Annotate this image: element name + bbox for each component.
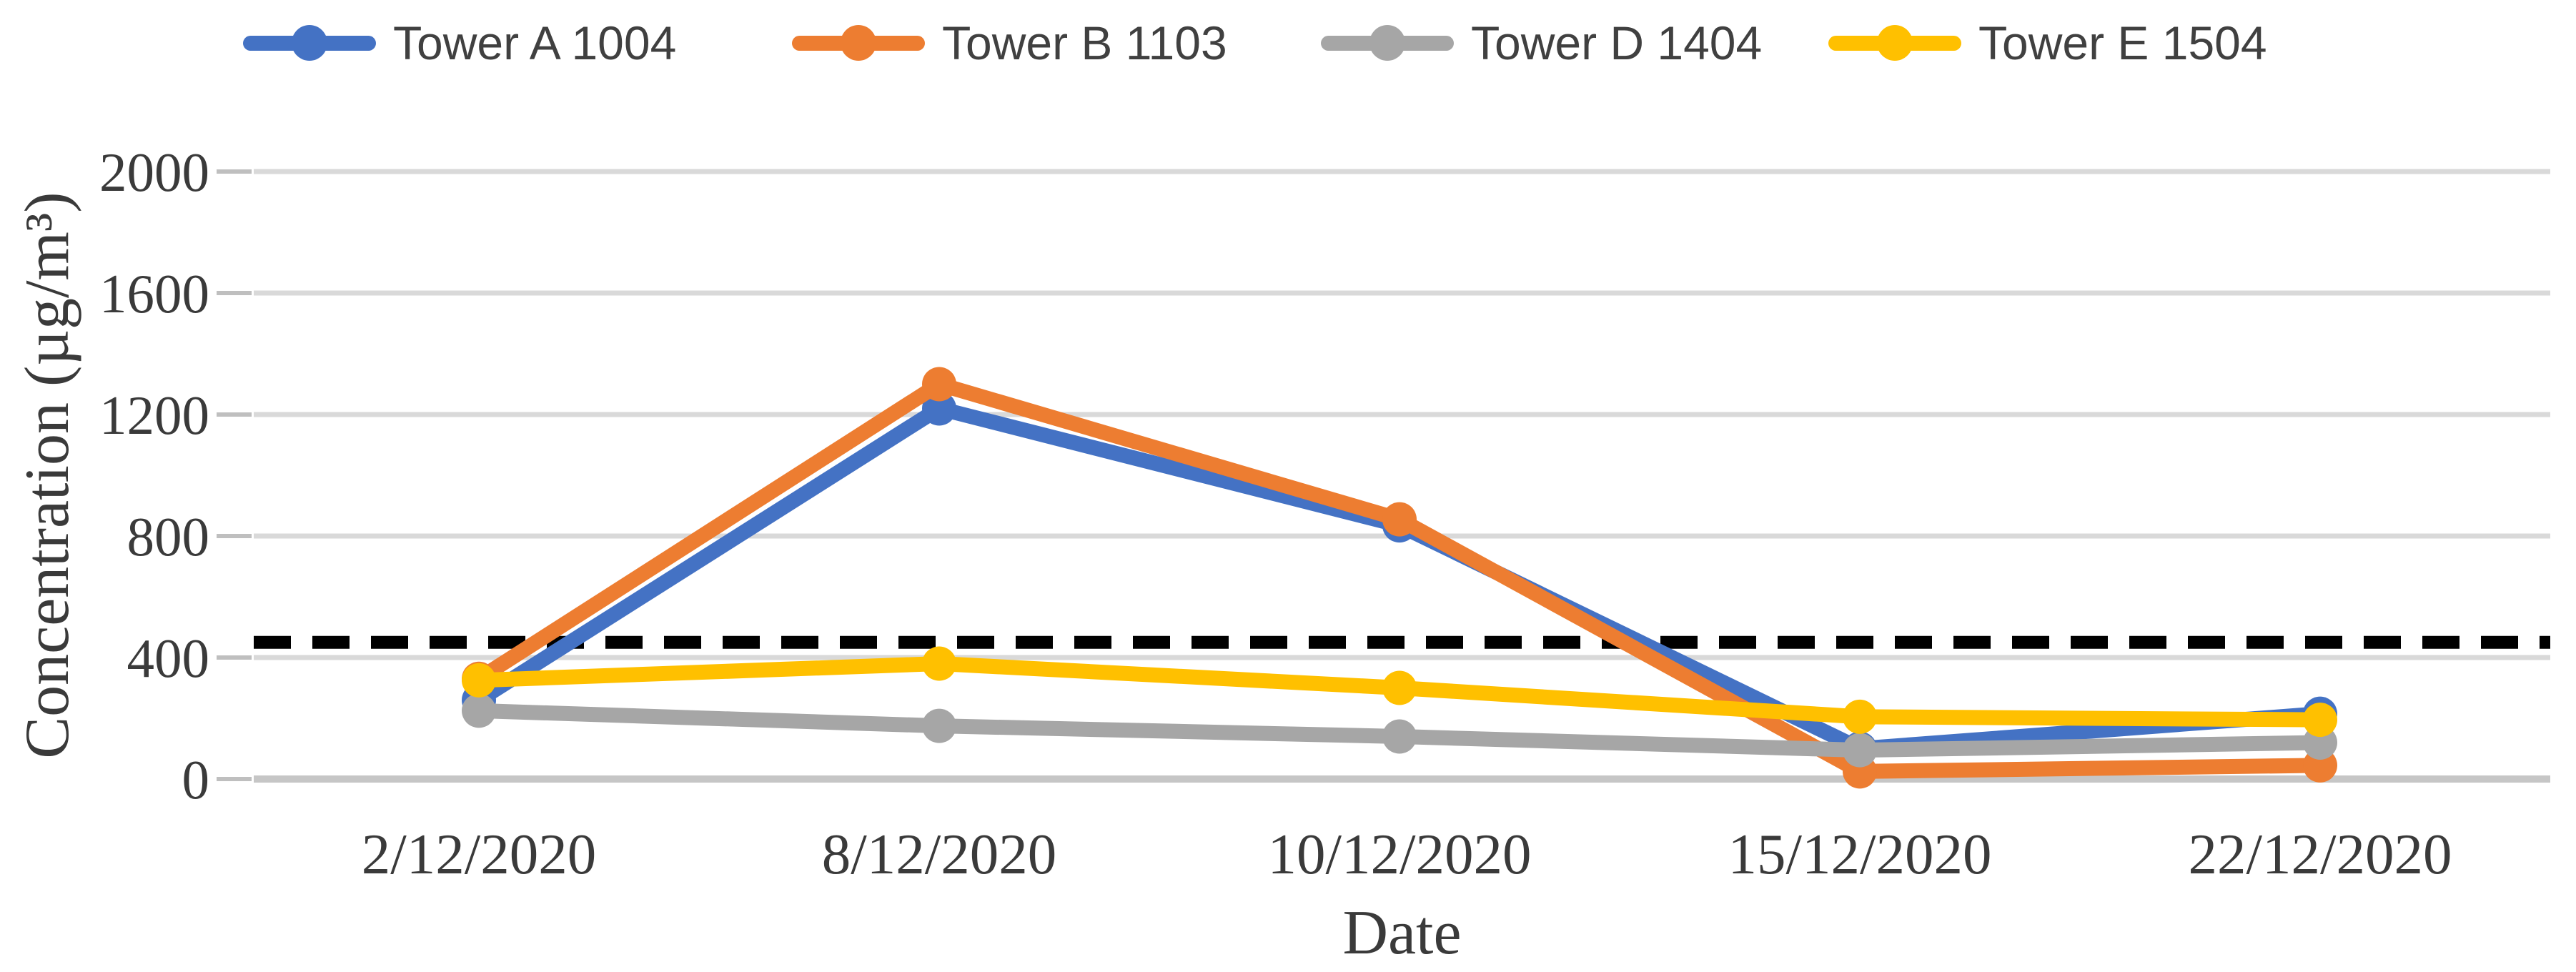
data-point-marker-tower-d-1404 [1382, 719, 1417, 754]
legend-label: Tower D 1404 [1471, 16, 1763, 69]
data-point-marker-tower-e-1504 [1843, 699, 1877, 734]
legend-item-tower-e: Tower E 1504 [1828, 10, 2267, 76]
legend-line-dot-marker [792, 25, 925, 61]
data-point-marker-tower-e-1504 [1382, 670, 1417, 705]
legend-line-dot-marker [1321, 25, 1454, 61]
data-point-marker-tower-b-1103 [922, 367, 956, 402]
legend-dot-icon [1369, 25, 1405, 61]
data-point-marker-tower-e-1504 [922, 646, 956, 681]
x-tick-label: 22/12/2020 [2188, 822, 2452, 886]
legend-dot-icon [841, 25, 876, 61]
x-tick-label: 2/12/2020 [362, 822, 597, 886]
legend-item-tower-a: Tower A 1004 [243, 10, 676, 76]
y-tick-label: 800 [127, 506, 210, 567]
x-tick-label: 10/12/2020 [1267, 822, 1531, 886]
x-tick-label: 8/12/2020 [822, 822, 1057, 886]
legend-line-dot-marker [1828, 25, 1961, 61]
y-axis-title: Concentration (µg/m³) [13, 192, 82, 758]
x-tick-label: 15/12/2020 [1728, 822, 1991, 886]
data-point-marker-tower-b-1103 [1382, 502, 1417, 537]
x-axis-title: Date [1342, 898, 1461, 968]
data-point-marker-tower-a-1004 [922, 391, 956, 426]
y-tick-label: 1200 [99, 385, 209, 446]
legend-label: Tower E 1504 [1978, 16, 2267, 69]
data-point-marker-tower-d-1404 [922, 708, 956, 743]
data-point-marker-tower-d-1404 [1843, 733, 1877, 768]
y-tick-label: 0 [182, 749, 210, 810]
legend-line-dot-marker [243, 25, 376, 61]
legend-dot-icon [1877, 25, 1913, 61]
y-tick-label: 2000 [99, 142, 209, 203]
legend-item-tower-d: Tower D 1404 [1321, 10, 1762, 76]
legend-item-tower-b: Tower B 1103 [792, 10, 1227, 76]
legend-label: Tower A 1004 [393, 16, 677, 69]
data-point-marker-tower-e-1504 [2303, 703, 2337, 738]
legend-label: Tower B 1103 [942, 16, 1227, 69]
data-point-marker-tower-d-1404 [462, 693, 496, 728]
data-point-marker-tower-e-1504 [462, 663, 496, 698]
legend-dot-icon [292, 25, 327, 61]
y-tick-label: 1600 [99, 263, 209, 324]
y-tick-label: 400 [127, 628, 210, 689]
